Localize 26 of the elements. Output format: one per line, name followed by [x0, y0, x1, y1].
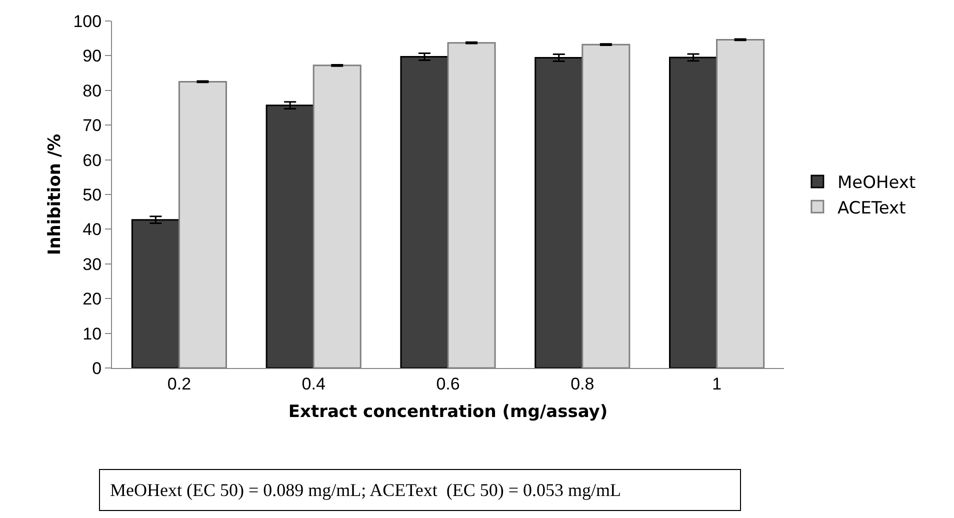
bar — [131, 219, 180, 368]
y-axis-title: Inhibition /% — [44, 134, 65, 256]
y-tick-label: 30 — [82, 254, 102, 274]
y-tick-label: 60 — [82, 150, 102, 170]
y-tick-label: 50 — [82, 185, 102, 204]
bar — [400, 56, 449, 368]
x-tick-label: 0.8 — [570, 374, 594, 394]
x-tick-label: 0.6 — [436, 374, 460, 394]
x-axis-title: Extract concentration (mg/assay) — [288, 402, 608, 422]
text: MeOHext (EC 50) = 0.089 mg/mL; ACEText (EC 50) = 0.053 mg/mL — [110, 480, 621, 500]
x-tick-label: 0.2 — [167, 374, 192, 394]
y-tick-label: 80 — [82, 81, 102, 100]
bar — [669, 56, 718, 368]
y-tick-label: 90 — [82, 46, 102, 66]
legend-label: ACEText — [837, 198, 906, 218]
y-tick-label: 100 — [73, 12, 102, 31]
y-tick-label: 40 — [82, 220, 102, 240]
x-tick-label: 0.4 — [302, 374, 326, 394]
legend-label: MeOHext — [837, 173, 916, 194]
x-tick-label: 1 — [712, 374, 722, 394]
y-tick-label: 10 — [82, 324, 102, 344]
y-tick-label: 70 — [82, 116, 102, 136]
y-tick-label: 0 — [92, 358, 102, 378]
bar — [266, 104, 314, 368]
y-tick-label: 20 — [82, 290, 102, 309]
bar — [534, 57, 584, 368]
